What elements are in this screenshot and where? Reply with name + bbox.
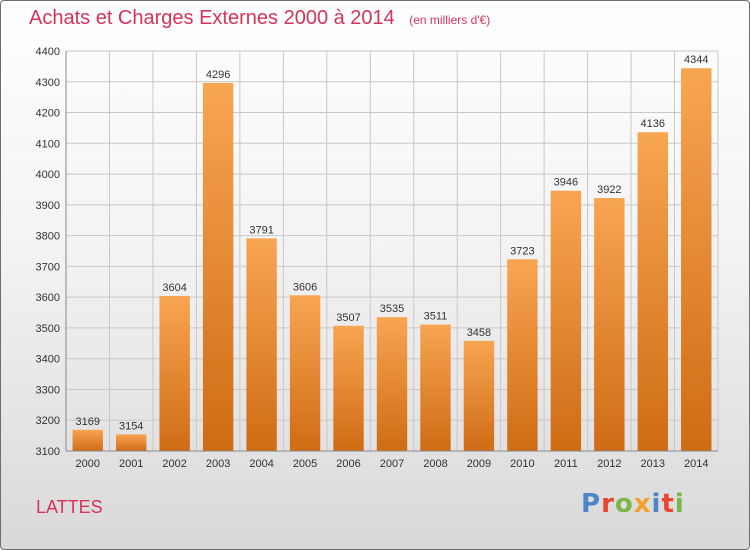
y-tick-label: 3300	[36, 384, 60, 396]
title-row: Achats et Charges Externes 2000 à 2014 (…	[29, 7, 490, 30]
bar-2013[interactable]	[637, 132, 669, 451]
y-tick-label: 4100	[36, 138, 60, 150]
y-tick-label: 3600	[36, 292, 60, 304]
bar-2006[interactable]	[333, 325, 364, 451]
y-tick-label: 3500	[36, 323, 60, 335]
x-tick-label: 2003	[206, 458, 230, 470]
bars: 3169 3154 3604 4296 3791 3606 3507 3535 3511 3458…	[72, 54, 712, 451]
bar-2014[interactable]	[681, 68, 712, 451]
x-tick-label: 2014	[684, 458, 708, 470]
data-label: 4136	[641, 118, 665, 130]
data-label: 3606	[293, 281, 317, 293]
x-tick-label: 2002	[162, 458, 186, 470]
logo-letter: i	[651, 489, 662, 519]
bar-2005[interactable]	[289, 295, 321, 451]
y-tick-label: 4200	[36, 108, 60, 120]
data-label: 3458	[467, 327, 491, 339]
x-tick-label: 2010	[510, 458, 534, 470]
logo-letter: i	[674, 489, 685, 519]
x-tick-label: 2001	[119, 458, 143, 470]
bar-2009[interactable]	[463, 340, 495, 451]
bar-2001[interactable]	[115, 434, 147, 451]
y-tick-label: 4000	[36, 169, 60, 181]
x-tick-label: 2012	[597, 458, 621, 470]
data-label: 4344	[684, 54, 708, 66]
bar-2002[interactable]	[159, 295, 190, 451]
x-tick-label: 2000	[75, 458, 99, 470]
bar-2004[interactable]	[246, 238, 277, 451]
data-label: 3723	[510, 245, 534, 257]
data-label: 4296	[206, 69, 230, 81]
data-label: 3791	[249, 224, 273, 236]
y-tick-label: 4300	[36, 77, 60, 89]
place-name: LATTES	[36, 497, 103, 517]
data-label: 3507	[336, 312, 360, 324]
bar-2007[interactable]	[376, 317, 408, 451]
logo-letter: t	[661, 489, 675, 519]
logo-letter: x	[633, 489, 652, 519]
y-tick-label: 3100	[36, 446, 60, 458]
x-tick-label: 2007	[380, 458, 404, 470]
bar-2003[interactable]	[202, 83, 234, 451]
data-label: 3511	[424, 311, 448, 323]
chart-title: Achats et Charges Externes 2000 à 2014	[29, 7, 395, 29]
x-tick-label: 2004	[249, 458, 273, 470]
data-label: 3169	[75, 416, 99, 428]
x-tick-label: 2011	[554, 458, 578, 470]
x-tick-label: 2005	[293, 458, 317, 470]
bar-2010[interactable]	[507, 259, 538, 451]
x-tick-label: 2009	[467, 458, 491, 470]
y-tick-label: 3800	[36, 231, 60, 243]
bar-2011[interactable]	[550, 190, 582, 451]
x-tick-label: 2013	[641, 458, 665, 470]
bar-2000[interactable]	[72, 429, 103, 451]
bar-2008[interactable]	[420, 324, 451, 451]
bar-2012[interactable]	[594, 198, 625, 451]
logo-letter: r	[601, 489, 615, 519]
y-tick-label: 3200	[36, 415, 60, 427]
data-label: 3604	[162, 282, 186, 294]
data-label: 3154	[119, 420, 143, 432]
axes: 3100 3200 3300 3400 3500 3600 3700 3800 3900 4000…	[36, 46, 718, 470]
data-label: 3922	[597, 184, 621, 196]
y-tick-label: 3400	[36, 354, 60, 366]
y-tick-label: 4400	[36, 46, 60, 58]
logo-letter: o	[614, 489, 634, 519]
y-tick-label: 3700	[36, 261, 60, 273]
y-tick-label: 3900	[36, 200, 60, 212]
x-tick-label: 2006	[336, 458, 360, 470]
x-tick-label: 2008	[423, 458, 447, 470]
proxiti-logo[interactable]: Proxiti	[581, 489, 685, 519]
data-label: 3535	[380, 303, 404, 315]
chart-subtitle: (en milliers d'€)	[409, 13, 491, 27]
data-label: 3946	[554, 177, 578, 189]
logo-letter: P	[581, 489, 602, 519]
